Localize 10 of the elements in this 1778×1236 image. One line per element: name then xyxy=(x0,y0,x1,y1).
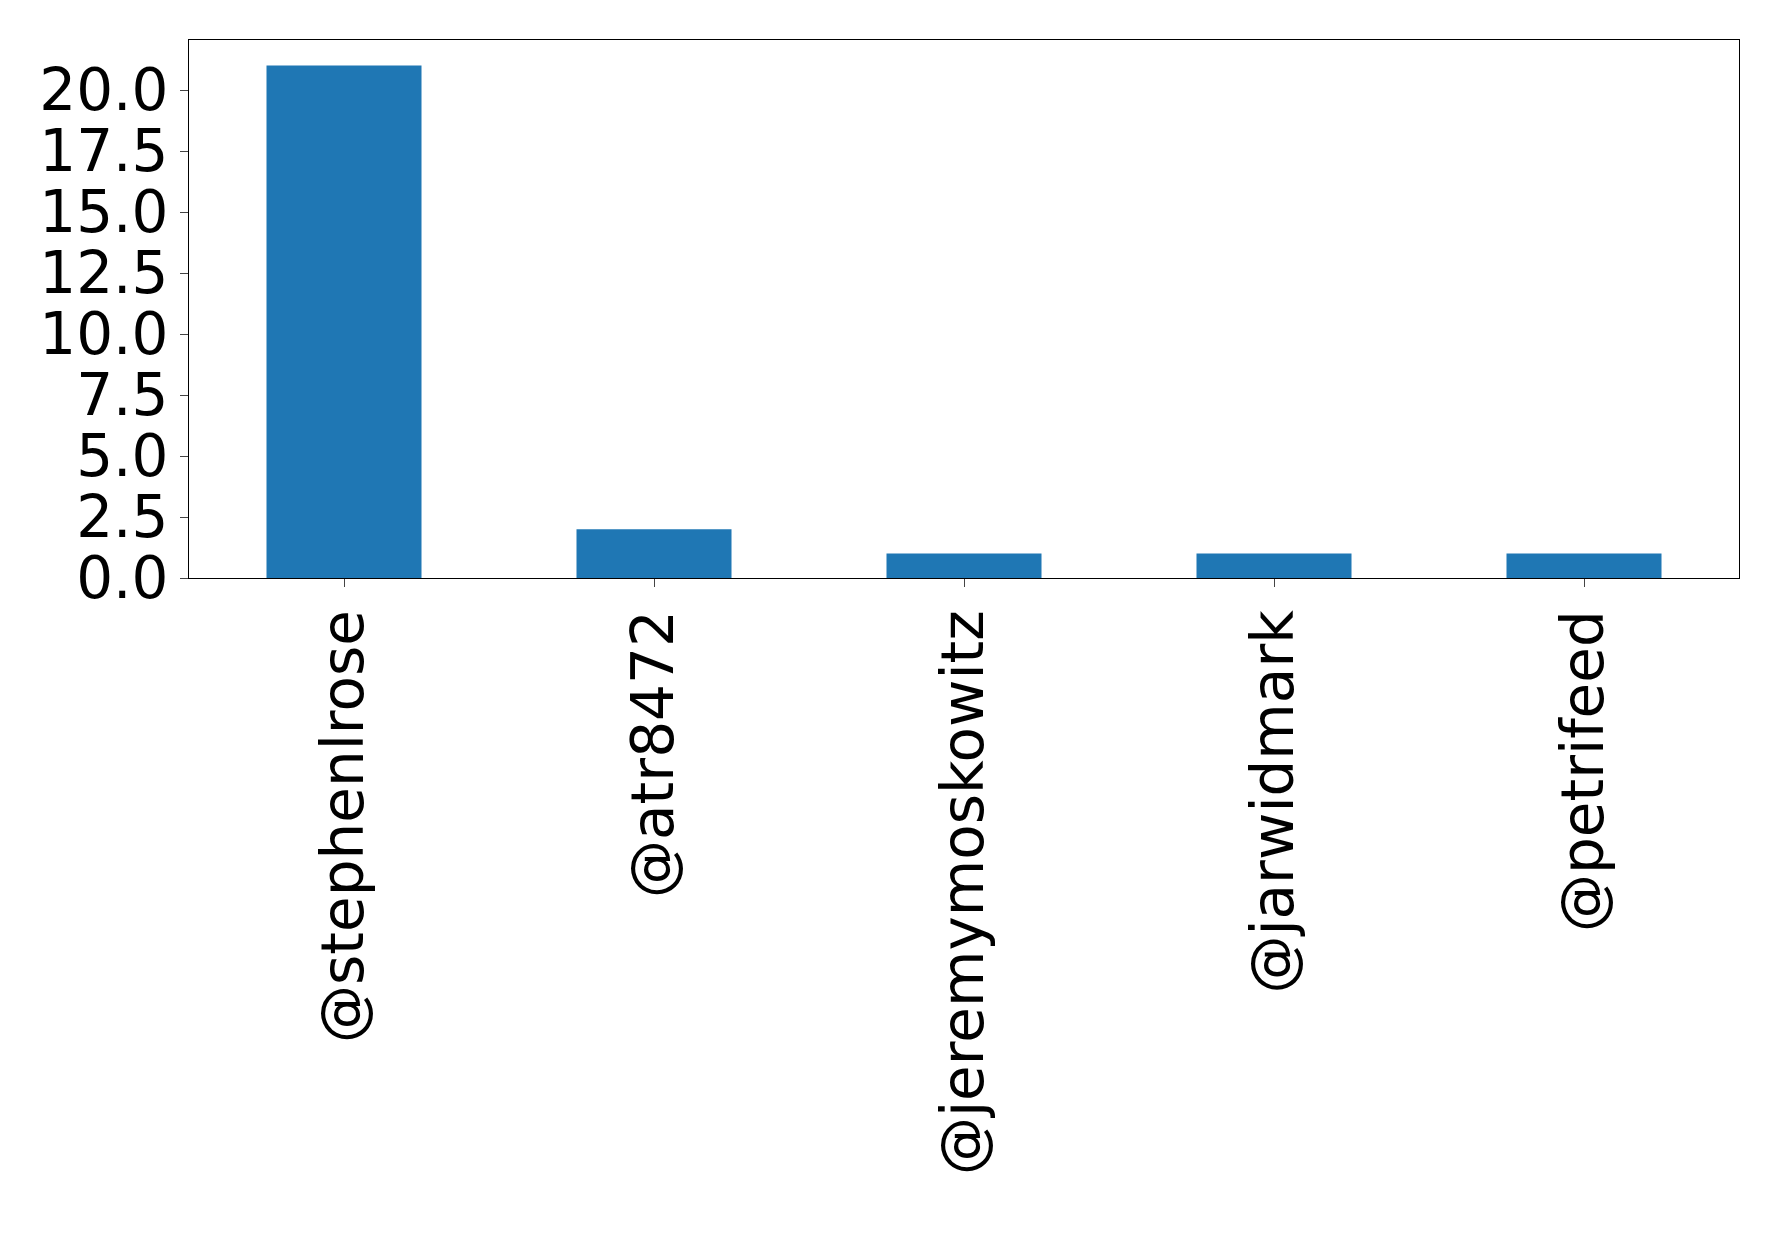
x-tick-label: @stephenlrose xyxy=(308,610,377,1043)
bar xyxy=(266,65,422,578)
bar xyxy=(886,553,1042,578)
bar xyxy=(1506,553,1662,578)
x-tick-label: @jarwidmark xyxy=(1238,609,1307,994)
bar xyxy=(576,529,732,578)
x-tick-label: @atr8472 xyxy=(618,610,687,898)
x-tick-label: @petrifeed xyxy=(1548,610,1617,933)
bar xyxy=(1196,553,1352,578)
x-tick-label: @jeremymoskowitz xyxy=(928,610,997,1176)
